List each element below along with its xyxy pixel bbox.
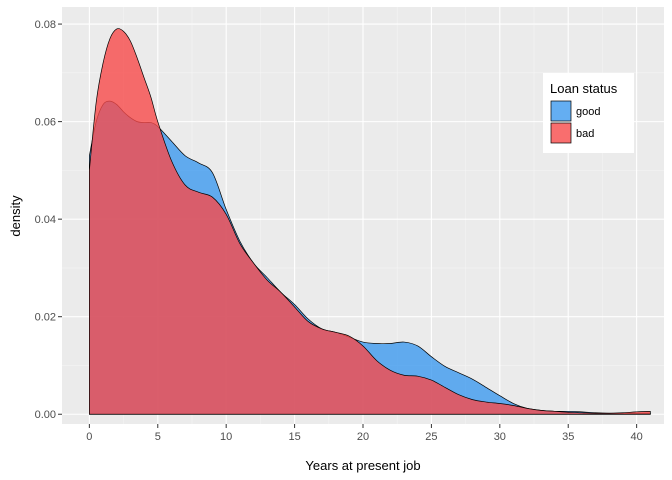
legend-key-good (550, 100, 572, 122)
y-tick-label: 0.04 (35, 214, 56, 226)
y-tick-label: 0.08 (35, 19, 56, 31)
x-tick-label: 30 (494, 431, 506, 443)
density-areas (89, 28, 651, 415)
x-tick-label: 15 (288, 431, 300, 443)
legend-label-good: good (576, 106, 600, 118)
x-tick-labels: 0 5 10 15 20 25 30 35 40 (86, 431, 642, 443)
density-area-bad (89, 28, 651, 415)
legend: Loan status good bad (543, 73, 634, 153)
legend-label-bad: bad (576, 128, 594, 140)
y-tick-labels: 0.00 0.02 0.04 0.06 0.08 (35, 19, 56, 421)
y-tick-label: 0.00 (35, 409, 56, 421)
x-tick-label: 0 (86, 431, 92, 443)
x-axis-title: Years at present job (305, 458, 420, 473)
x-tick-label: 35 (562, 431, 574, 443)
x-tick-label: 40 (631, 431, 643, 443)
y-tick-label: 0.06 (35, 117, 56, 129)
y-axis-title: density (8, 195, 23, 237)
legend-title: Loan status (550, 81, 618, 96)
x-tick-label: 10 (220, 431, 232, 443)
x-tick-label: 5 (155, 431, 161, 443)
legend-key-bad (550, 122, 572, 144)
y-tick-label: 0.02 (35, 312, 56, 324)
legend-entries: good bad (550, 100, 600, 144)
x-tick-label: 25 (425, 431, 437, 443)
axis-ticks (58, 23, 638, 428)
x-tick-label: 20 (357, 431, 369, 443)
